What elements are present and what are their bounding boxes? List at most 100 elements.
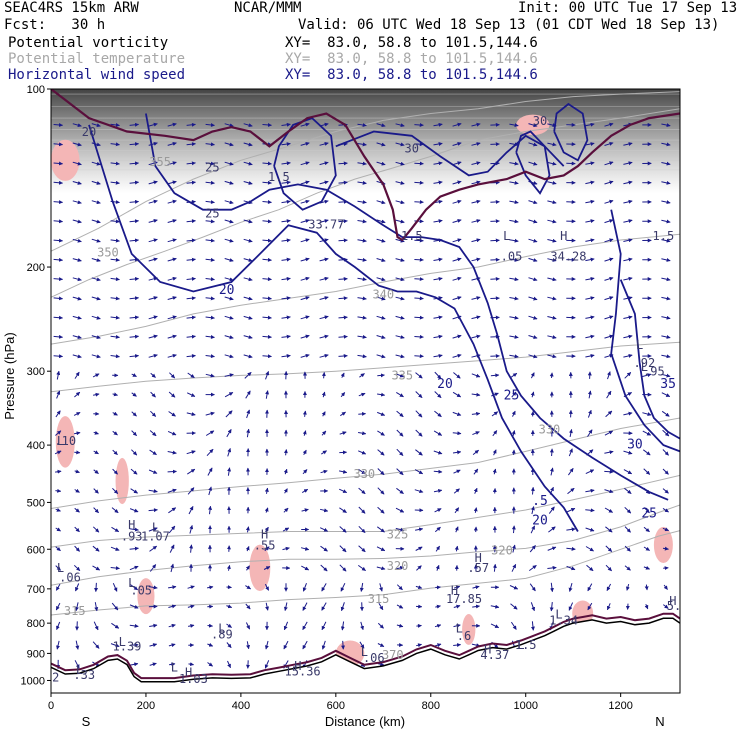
wind-vector — [129, 643, 139, 648]
wind-vector — [207, 623, 213, 628]
wind-vector — [167, 488, 177, 493]
wind-vector — [264, 507, 269, 513]
wind-vector — [110, 546, 120, 551]
wind-vector — [92, 565, 101, 571]
wind-vector — [510, 621, 517, 630]
wind-vector — [243, 296, 253, 301]
wind-vector — [168, 507, 177, 514]
wind-vector — [529, 583, 536, 592]
wind-vector — [604, 469, 614, 474]
wind-vector — [72, 354, 82, 359]
wind-vector — [547, 161, 557, 166]
wind-vector — [188, 623, 195, 628]
wind-vector — [587, 583, 593, 592]
wind-vector — [529, 545, 536, 553]
wind-vector — [566, 546, 576, 551]
hl-annotation: H — [484, 642, 491, 656]
wind-vector — [661, 410, 670, 417]
wind-vector — [434, 391, 442, 399]
wind-vector — [606, 390, 612, 399]
wind-vector — [568, 582, 573, 592]
org-label: NCAR/MMM — [234, 0, 302, 16]
theta-contour-350 — [51, 108, 680, 298]
wind-vector — [623, 142, 633, 146]
wind-vector — [302, 621, 308, 631]
wind-vector — [623, 238, 633, 243]
wind-vector — [281, 180, 291, 185]
wind-vector — [53, 257, 63, 262]
wind-vector — [205, 123, 215, 127]
wind-vector — [129, 276, 139, 281]
wind-vector — [319, 334, 329, 339]
wind-vector — [376, 238, 386, 243]
wind-vector — [149, 643, 158, 647]
wind-vector — [414, 180, 424, 185]
wind-vector — [110, 219, 120, 224]
wind-vector — [224, 373, 234, 378]
wind-vector — [321, 372, 326, 379]
wind-vector — [357, 161, 367, 166]
wind-vector — [376, 277, 386, 282]
wind-vector — [377, 468, 385, 476]
wind-vector — [547, 354, 557, 359]
wind-vector — [149, 545, 158, 552]
wind-vector — [643, 546, 650, 551]
wind-vector — [110, 334, 120, 339]
wind-vector — [150, 391, 156, 398]
wind-vector — [187, 468, 196, 475]
wind-vector — [207, 467, 213, 476]
wind-vector — [357, 257, 367, 262]
terrain-line — [51, 617, 680, 683]
wind-vector — [585, 142, 595, 146]
wind-vector — [148, 122, 158, 127]
wind-vector — [167, 296, 177, 300]
wind-vector — [244, 371, 252, 379]
wind-vector — [471, 315, 481, 320]
wind-vector — [585, 296, 595, 301]
wind-vector — [243, 123, 253, 128]
hl-annotation: .55 — [254, 538, 276, 552]
wind-vector — [207, 585, 214, 590]
theta-label: 315 — [64, 604, 86, 618]
wind-vector — [359, 373, 365, 378]
theta-label: 330 — [539, 422, 561, 436]
wind-vector — [433, 469, 443, 474]
wind-vector — [568, 448, 573, 457]
wind-vector — [509, 219, 519, 224]
wind-vector — [56, 370, 61, 380]
wind-vector — [245, 622, 251, 630]
wind-vector — [91, 123, 101, 128]
wind-vector — [454, 526, 459, 533]
wind-vector — [585, 276, 595, 281]
wind-vector — [376, 123, 386, 128]
theta-label: 335 — [391, 369, 413, 383]
wind-vector — [604, 161, 614, 166]
wind-vector — [150, 372, 156, 378]
wind-vector — [321, 430, 327, 436]
field-pv-xy: XY= 83.0, 58.8 to 101.5,144.6 — [285, 35, 538, 51]
wind-vector — [283, 468, 288, 475]
wind-vector — [396, 604, 404, 609]
wind-vector — [471, 122, 481, 127]
wind-vector — [435, 604, 441, 609]
x-tick-label: 1200 — [608, 700, 632, 712]
wind-vector — [53, 334, 63, 339]
wind-vector — [186, 238, 196, 243]
wind-vector — [92, 641, 100, 649]
wind-vector — [245, 390, 251, 399]
wind-vector — [661, 219, 671, 224]
wind-vector — [662, 449, 669, 456]
hl-annotation: .89 — [211, 628, 233, 642]
hl-annotation: .06 — [363, 651, 385, 665]
wind-vector — [264, 583, 270, 591]
wind-vector — [167, 353, 177, 358]
wind-vector — [623, 315, 633, 320]
wind-vector — [53, 200, 63, 205]
wind-vector — [55, 507, 61, 512]
wind-vector — [340, 582, 346, 592]
wind-vector — [415, 429, 423, 437]
wind-vector — [549, 467, 554, 476]
wind-vector — [625, 583, 630, 591]
wind-vector — [396, 487, 404, 495]
wind-vector — [414, 527, 424, 532]
